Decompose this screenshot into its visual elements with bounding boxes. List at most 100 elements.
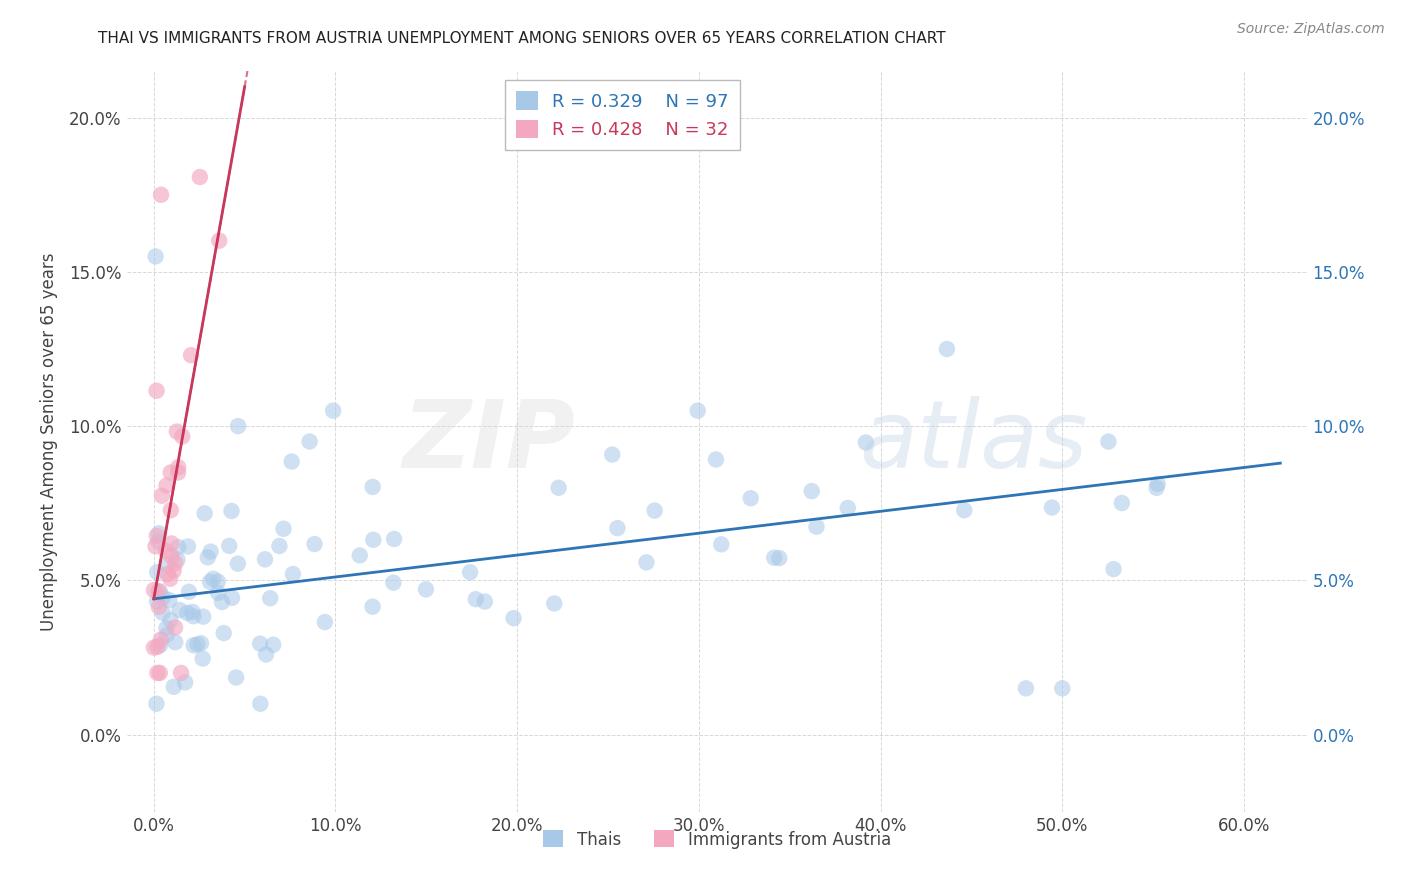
Immigrants from Austria [148,584,170,599]
Thais [259,591,281,606]
Thais [304,537,326,551]
Thais [156,628,179,642]
Thais [543,597,565,611]
Thais [281,567,304,582]
Thais [273,522,295,536]
Thais [186,637,208,651]
Thais [322,403,344,417]
Thais [157,593,180,607]
Thais [149,638,172,652]
Thais [207,586,229,600]
Thais [935,342,957,356]
Thais [710,537,733,551]
Thais [253,552,276,566]
Thais [146,565,169,579]
Thais [1102,562,1125,576]
Thais [183,609,205,624]
Thais [146,594,169,608]
Thais [200,544,222,558]
Thais [269,539,291,553]
Immigrants from Austria [160,549,183,563]
Immigrants from Austria [156,567,179,582]
Thais [218,539,240,553]
Thais [474,594,496,608]
Immigrants from Austria [165,556,187,570]
Thais [159,613,181,627]
Thais [148,534,170,549]
Thais [177,540,200,554]
Immigrants from Austria [166,425,188,439]
Thais [349,549,371,563]
Thais [225,671,247,685]
Immigrants from Austria [170,665,193,680]
Immigrants from Austria [167,460,190,475]
Immigrants from Austria [149,665,172,680]
Thais [226,557,249,571]
Thais [221,504,243,518]
Thais [207,574,229,589]
Thais [145,697,167,711]
Thais [280,454,302,468]
Thais [768,551,790,566]
Thais [212,626,235,640]
Text: Source: ZipAtlas.com: Source: ZipAtlas.com [1237,22,1385,37]
Immigrants from Austria [159,572,181,586]
Thais [177,584,200,599]
Thais [415,582,437,597]
Thais [1097,434,1119,449]
Thais [314,615,336,629]
Thais [226,419,249,434]
Thais [249,637,271,651]
Y-axis label: Unemployment Among Seniors over 65 years: Unemployment Among Seniors over 65 years [39,252,58,631]
Thais [221,591,243,605]
Thais [197,550,219,565]
Immigrants from Austria [146,665,169,680]
Immigrants from Austria [167,466,190,480]
Thais [382,575,405,590]
Thais [855,435,877,450]
Thais [382,532,405,546]
Text: THAI VS IMMIGRANTS FROM AUSTRIA UNEMPLOYMENT AMONG SENIORS OVER 65 YEARS CORRELA: THAI VS IMMIGRANTS FROM AUSTRIA UNEMPLOY… [98,31,946,46]
Thais [163,680,186,694]
Thais [156,558,179,572]
Immigrants from Austria [150,187,173,202]
Legend: Thais, Immigrants from Austria: Thais, Immigrants from Austria [537,823,897,855]
Thais [165,635,187,649]
Thais [262,638,284,652]
Immigrants from Austria [142,640,165,655]
Thais [198,574,221,589]
Thais [458,566,481,580]
Immigrants from Austria [146,529,169,543]
Thais [167,540,190,554]
Immigrants from Austria [159,466,181,480]
Text: atlas: atlas [859,396,1087,487]
Thais [193,609,215,624]
Thais [155,621,177,635]
Thais [249,697,271,711]
Thais [190,636,212,650]
Immigrants from Austria [172,429,194,443]
Immigrants from Austria [155,478,177,492]
Thais [149,584,172,599]
Thais [464,592,486,607]
Immigrants from Austria [149,632,172,647]
Thais [148,526,170,541]
Thais [211,595,233,609]
Thais [181,605,204,619]
Immigrants from Austria [150,489,173,503]
Thais [361,480,384,494]
Thais [806,519,828,533]
Thais [606,521,628,535]
Thais [183,638,205,652]
Thais [502,611,524,625]
Thais [254,648,277,662]
Thais [1015,681,1038,696]
Immigrants from Austria [155,543,177,558]
Thais [194,506,217,520]
Thais [704,452,727,467]
Thais [169,603,191,617]
Immigrants from Austria [145,539,167,553]
Thais [1040,500,1063,515]
Thais [1146,481,1168,495]
Thais [740,491,762,506]
